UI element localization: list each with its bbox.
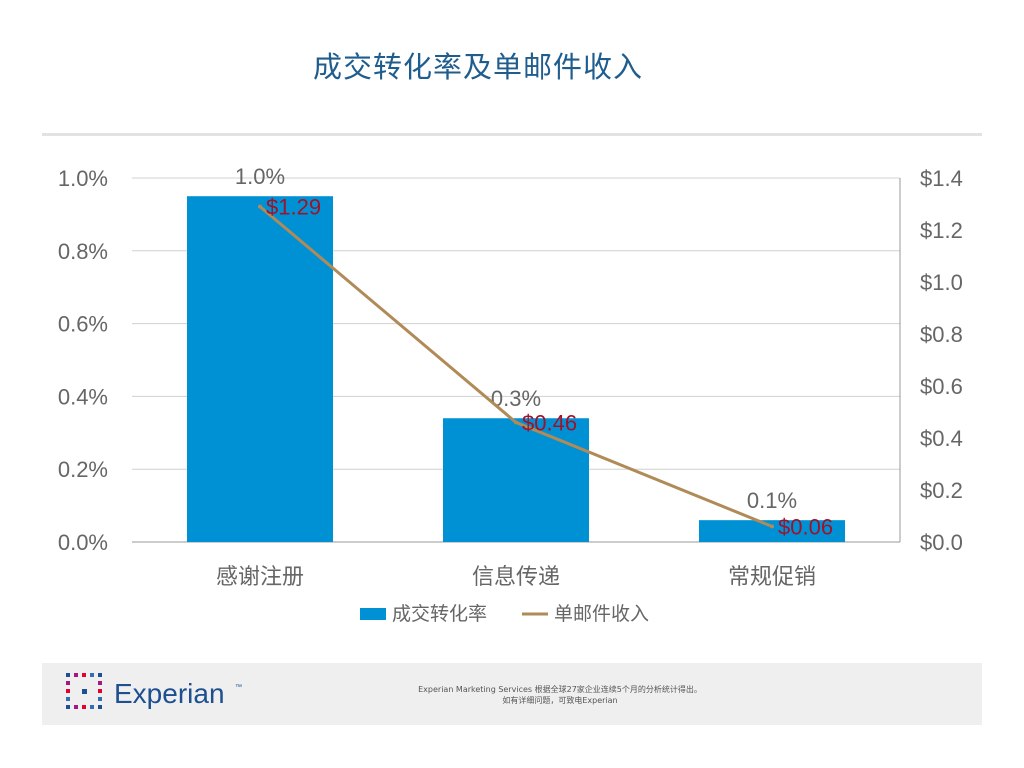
right-axis-tick-label: $0.6 [920,374,963,399]
logo-dot [82,705,86,709]
logo-dot [90,705,94,709]
left-axis-tick-label: 0.2% [58,457,108,482]
logo-dot [98,697,102,701]
footer-note-line-1: Experian Marketing Services 根据全球27家企业连续5… [418,685,702,694]
logo-dot [98,673,102,677]
logo-wordmark: Experian [114,678,225,709]
logo-dot [98,705,102,709]
experian-logo: Experian ™ [66,673,242,709]
logo-dot [66,673,70,677]
footer-note-line-2: 如有详细问题，可致电Experian [502,696,618,705]
revenue-data-label: $1.29 [266,195,321,220]
bar [187,196,333,542]
revenue-point [258,204,262,209]
left-axis-tick-label: 0.8% [58,239,108,264]
footer-note: Experian Marketing Services 根据全球27家企业连续5… [350,684,770,706]
revenue-data-label: $0.46 [522,410,577,435]
logo-dot [66,705,70,709]
combo-chart: 0.0% 0.2% 0.4% 0.6% 0.8% 1.0% $0.0 $0.2 $0.4 $0.6… [58,164,963,625]
experian-logo-mark-icon [66,673,102,709]
bar [443,418,589,542]
title-divider [42,133,982,136]
left-axis-tick-label: 1.0% [58,166,108,191]
logo-dot [98,681,102,685]
left-axis-tick-label: 0.4% [58,384,108,409]
logo-dot [66,681,70,685]
logo-trademark: ™ [235,684,242,691]
logo-dot [66,697,70,701]
logo-dot [74,705,78,709]
legend-label-conversion: 成交转化率 [392,603,487,625]
logo-dot [82,689,87,694]
right-axis-tick-label: $0.4 [920,426,963,451]
bar-data-label: 1.0% [235,164,285,189]
right-axis-tick-label: $1.0 [920,270,963,295]
right-axis-tick-label: $0.2 [920,478,963,503]
right-axis-tick-label: $1.2 [920,218,963,243]
logo-dot [66,689,70,693]
footer-band [42,663,982,725]
category-tick-label: 信息传递 [472,564,560,589]
slide-title: 成交转化率及单邮件收入 [312,50,643,84]
logo-dot [74,673,78,677]
logo-dot [90,673,94,677]
left-axis-tick-label: 0.0% [58,530,108,555]
category-tick-label: 常规促销 [728,564,816,589]
category-tick-label: 感谢注册 [216,564,304,589]
logo-dot [98,689,102,693]
legend-label-revenue: 单邮件收入 [554,603,649,625]
bar-data-label: 0.1% [747,488,797,513]
logo-dot [82,673,86,677]
bar [699,520,845,542]
revenue-data-label: $0.06 [778,514,833,539]
revenue-point [514,420,518,425]
right-axis-tick-label: $1.4 [920,166,963,191]
right-axis-tick-label: $0.8 [920,322,963,347]
revenue-point [770,524,774,529]
legend-swatch-bar [360,608,386,620]
right-axis-tick-label: $0.0 [920,530,963,555]
left-axis-tick-label: 0.6% [58,312,108,337]
